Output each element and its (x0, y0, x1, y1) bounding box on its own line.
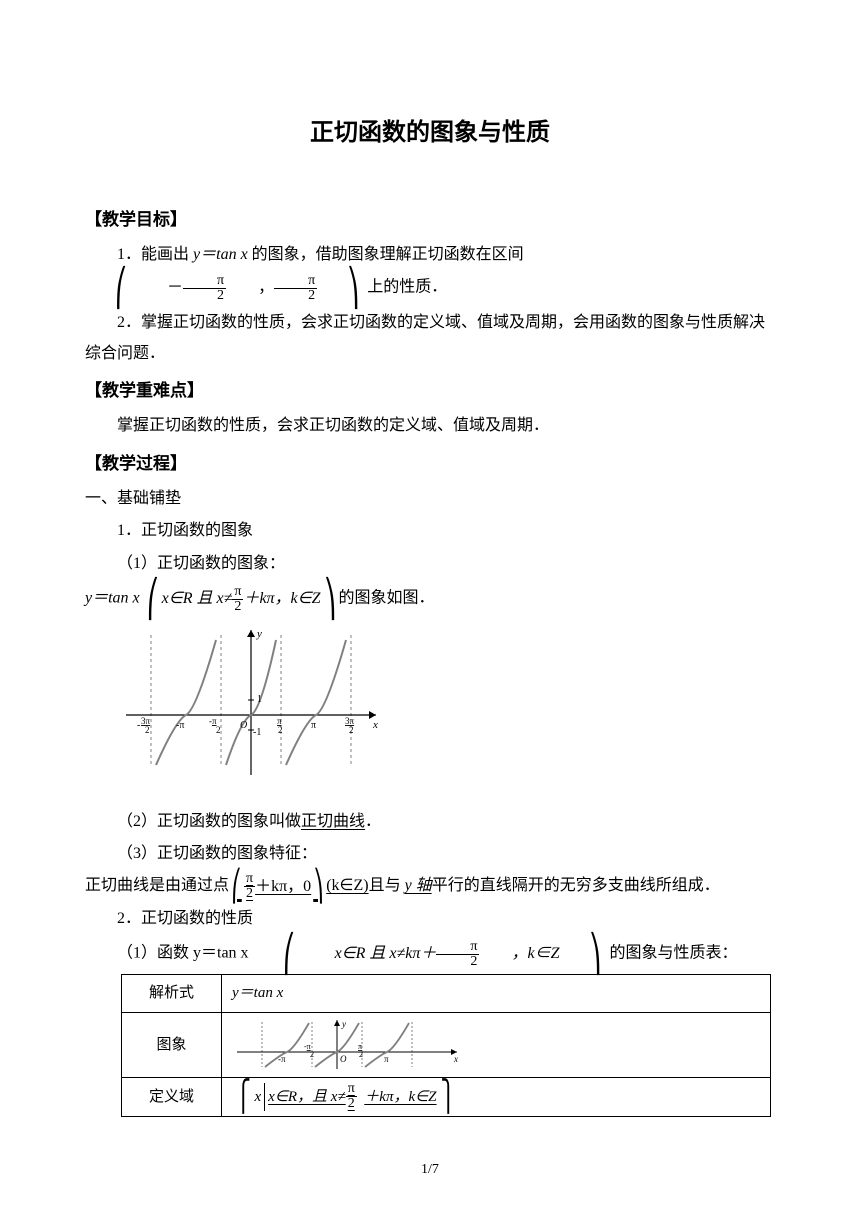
section-goals-header: 【教学目标】 (85, 204, 775, 236)
svg-text:-π: -π (176, 720, 184, 731)
svg-text:x: x (453, 1054, 458, 1064)
line2-post: 平行的直线隔开的无穷多支曲线所组成． (432, 877, 720, 894)
heading-1: 1．正切函数的图象 (85, 516, 775, 546)
h2a-post: 的图象与性质表： (609, 945, 737, 962)
svg-text:2: 2 (216, 725, 221, 735)
cond-bracket: ⎛x∈R 且 x≠π2＋kπ，k∈Z⎞ (144, 581, 339, 617)
h2a-pre: （1）函数 y＝tan x (117, 945, 249, 962)
svg-text:O: O (340, 1054, 347, 1064)
svg-text:π: π (384, 1054, 389, 1064)
cond1: x∈R 且 x≠ (162, 584, 233, 614)
line2-pre: 正切曲线是由通过点 (85, 877, 229, 894)
goal-1: 1．能画出 y＝tan x 的图象，借助图象理解正切函数在区间 ⎛－π2，π2⎞上… (85, 240, 775, 306)
svg-text:O: O (240, 720, 247, 731)
section-key-header: 【教学重难点】 (85, 375, 775, 407)
svg-text:y: y (256, 628, 262, 640)
table-row: 定义域 ⎧xx∈R，且 x≠π2 ＋kπ，k∈Z⎫ (122, 1077, 771, 1116)
ytan: y＝tan x (85, 590, 140, 607)
goal1-formula: y＝tan x (193, 246, 248, 263)
cell-val-graph: -π -π 2 O π 2 π x y (222, 1012, 771, 1077)
h1b-post: ． (365, 813, 381, 830)
goal1-post: 上的性质． (367, 279, 447, 296)
heading-2: 2．正切函数的性质 (85, 904, 775, 934)
formula-line-1: y＝tan x ⎛x∈R 且 x≠π2＋kπ，k∈Z⎞的图象如图． (85, 581, 775, 617)
page-number: 1/7 (0, 1157, 860, 1184)
svg-text:2: 2 (278, 725, 283, 735)
table-row: 解析式 y＝tan x (122, 975, 771, 1013)
goal-2: 2．掌握正切函数的性质，会求正切函数的定义域、值域及周期，会用函数的图象与性质解… (85, 308, 775, 369)
h2a-cond2: ，k∈Z (479, 939, 559, 969)
line2-mid: 且与 (369, 877, 405, 894)
h2a-cond: x∈R 且 x≠kπ＋ (303, 939, 437, 969)
svg-text:-π: -π (278, 1054, 286, 1064)
svg-text:2: 2 (359, 1050, 363, 1059)
svg-text:-1: -1 (253, 727, 261, 738)
svg-text:y: y (341, 1019, 346, 1029)
heading-1c: （3）正切函数的图象特征： (85, 839, 775, 869)
domain-cond2: ＋kπ，k∈Z (364, 1083, 436, 1112)
page-title: 正切函数的图象与性质 (85, 110, 775, 156)
heading-1a: （1）正切函数的图象： (85, 549, 775, 579)
line-2: 正切曲线是由通过点⎛π2＋kπ，0⎞(k∈Z)且与 y 轴平行的直线隔开的无穷多… (85, 871, 775, 902)
line2-kz: (k∈Z) (326, 877, 368, 894)
line1-post: 的图象如图． (339, 590, 435, 607)
goal1-mid: 的图象，借助图象理解正切函数在区间 (248, 246, 524, 263)
h2a-bracket: ⎛x∈R 且 x≠kπ＋π2，k∈Z⎞ (253, 936, 610, 972)
cell-val-domain: ⎧xx∈R，且 x≠π2 ＋kπ，k∈Z⎫ (222, 1077, 771, 1116)
interval-bracket: ⎛－π2，π2⎞ (85, 270, 367, 306)
h1b-pre: （2）正切函数的图象叫做 (117, 813, 301, 830)
h1b-underline: 正切曲线 (301, 813, 365, 830)
svg-text:2: 2 (349, 725, 354, 735)
svg-text:2: 2 (310, 1050, 314, 1059)
interval-neg: － (135, 273, 183, 303)
table-row: 图象 -π -π 2 (122, 1012, 771, 1077)
heading-1b: （2）正切函数的图象叫做正切曲线． (85, 807, 775, 837)
section-process-header: 【教学过程】 (85, 448, 775, 480)
cell-label-formula: 解析式 (122, 975, 222, 1013)
line2-yaxis: y 轴 (405, 877, 432, 894)
heading-2a: （1）函数 y＝tan x ⎛x∈R 且 x≠kπ＋π2，k∈Z⎞的图象与性质表… (85, 936, 775, 972)
cell-val-formula: y＝tan x (222, 975, 771, 1013)
goal1-pre: 1．能画出 (117, 246, 193, 263)
svg-text:π: π (311, 720, 316, 731)
sub-heading-1: 一、基础铺垫 (85, 484, 775, 514)
cell-label-domain: 定义域 (122, 1077, 222, 1116)
svg-text:x: x (372, 719, 378, 731)
svg-text:2: 2 (145, 725, 150, 735)
svg-text:-: - (137, 720, 140, 731)
cell-label-graph: 图象 (122, 1012, 222, 1077)
keypoint-body: 掌握正切函数的性质，会求正切函数的定义域、值域及周期． (85, 411, 775, 441)
cond2: ＋kπ，k∈Z (243, 584, 320, 614)
properties-table: 解析式 y＝tan x 图象 -π (121, 974, 775, 1117)
svg-text:1: 1 (257, 694, 262, 705)
domain-cond1: x∈R，且 x≠ (268, 1083, 346, 1112)
tan-graph-large: x y - 3π 2 -π -π 2 O 1 -1 π 2 π 3π 2 (121, 625, 775, 796)
line2-point: ⎛π2＋kπ，0⎞ (229, 872, 326, 902)
